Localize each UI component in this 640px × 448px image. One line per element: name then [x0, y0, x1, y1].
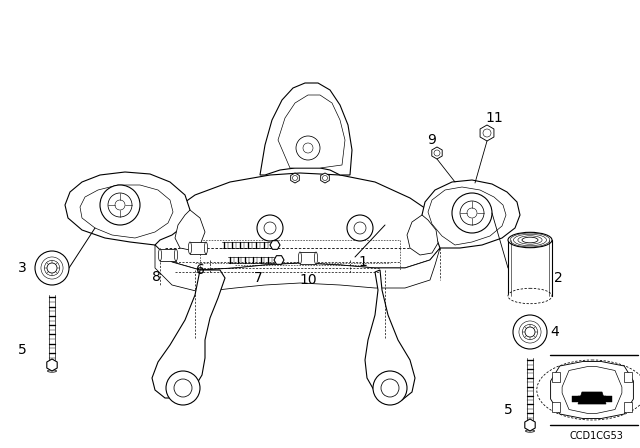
Text: 6: 6	[196, 263, 204, 277]
Polygon shape	[190, 242, 206, 254]
Text: 9: 9	[427, 133, 436, 147]
Text: 5: 5	[504, 403, 513, 417]
Polygon shape	[407, 215, 438, 255]
Circle shape	[115, 200, 125, 210]
Polygon shape	[160, 249, 176, 261]
Polygon shape	[525, 419, 535, 431]
Circle shape	[323, 176, 328, 181]
Circle shape	[100, 185, 140, 225]
Polygon shape	[155, 245, 440, 292]
Polygon shape	[300, 252, 316, 264]
Circle shape	[47, 263, 57, 273]
Ellipse shape	[204, 242, 207, 254]
Polygon shape	[152, 270, 225, 398]
Ellipse shape	[537, 360, 640, 420]
Circle shape	[347, 215, 373, 241]
Polygon shape	[508, 240, 552, 296]
Circle shape	[174, 379, 192, 397]
Polygon shape	[480, 125, 494, 141]
Ellipse shape	[508, 289, 552, 304]
Circle shape	[354, 222, 366, 234]
Text: 1: 1	[358, 255, 367, 269]
Polygon shape	[260, 83, 352, 175]
Circle shape	[257, 215, 283, 241]
Polygon shape	[155, 173, 445, 270]
Ellipse shape	[508, 233, 552, 248]
Polygon shape	[600, 396, 612, 402]
Polygon shape	[432, 147, 442, 159]
Circle shape	[296, 136, 320, 160]
Ellipse shape	[188, 242, 191, 254]
Circle shape	[434, 150, 440, 156]
Ellipse shape	[159, 249, 161, 261]
Text: 5: 5	[18, 343, 27, 357]
Ellipse shape	[522, 237, 538, 243]
Circle shape	[35, 251, 69, 285]
Circle shape	[483, 129, 491, 137]
Text: 2: 2	[554, 271, 563, 285]
Circle shape	[460, 201, 484, 225]
Circle shape	[513, 315, 547, 349]
Polygon shape	[65, 172, 190, 245]
Circle shape	[303, 143, 313, 153]
Polygon shape	[291, 173, 300, 183]
Polygon shape	[278, 95, 345, 168]
Text: 11: 11	[485, 111, 503, 125]
Polygon shape	[422, 180, 520, 248]
Polygon shape	[47, 359, 57, 371]
Polygon shape	[270, 241, 280, 250]
Bar	[625, 372, 632, 382]
Polygon shape	[578, 392, 606, 404]
Circle shape	[525, 327, 535, 337]
Polygon shape	[550, 362, 634, 418]
Polygon shape	[578, 396, 606, 400]
Circle shape	[381, 379, 399, 397]
Polygon shape	[572, 396, 584, 402]
Circle shape	[467, 208, 477, 218]
Polygon shape	[175, 210, 205, 250]
Polygon shape	[321, 173, 330, 183]
Polygon shape	[428, 187, 506, 245]
Polygon shape	[274, 256, 284, 264]
Polygon shape	[365, 270, 415, 400]
Ellipse shape	[525, 430, 534, 432]
Ellipse shape	[174, 249, 178, 261]
Text: 8: 8	[152, 270, 161, 284]
Circle shape	[452, 193, 492, 233]
Ellipse shape	[298, 252, 301, 264]
Ellipse shape	[314, 252, 317, 264]
Circle shape	[108, 193, 132, 217]
Text: CCD1CG53: CCD1CG53	[570, 431, 624, 441]
Ellipse shape	[47, 370, 56, 372]
Text: 7: 7	[253, 271, 262, 285]
Bar	[552, 402, 559, 412]
Polygon shape	[562, 366, 622, 414]
Bar	[552, 372, 559, 382]
Circle shape	[166, 371, 200, 405]
Polygon shape	[80, 185, 173, 238]
Text: 10: 10	[299, 273, 317, 287]
Text: 4: 4	[550, 325, 559, 339]
Circle shape	[373, 371, 407, 405]
Circle shape	[264, 222, 276, 234]
Text: 3: 3	[18, 261, 27, 275]
Bar	[625, 402, 632, 412]
Circle shape	[292, 176, 298, 181]
